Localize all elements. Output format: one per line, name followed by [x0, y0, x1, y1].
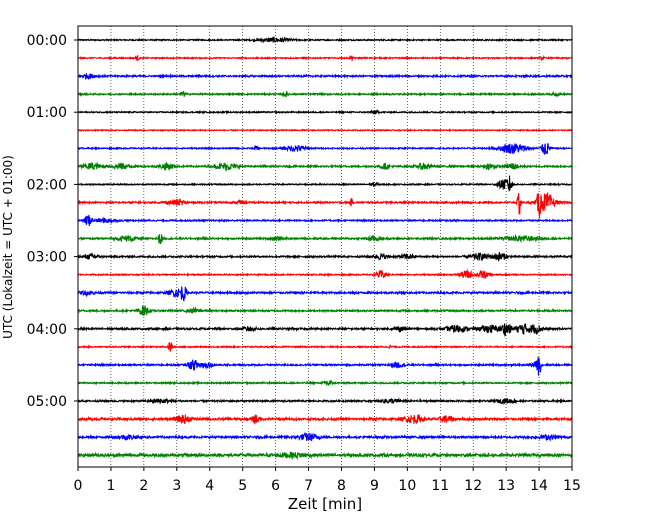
seismic-trace [77, 379, 573, 387]
seismic-trace [77, 108, 573, 115]
seismic-trace [77, 143, 573, 155]
x-tick-label: 10 [398, 478, 416, 494]
y-axis: 00:00 01:00 02:00 03:00 04:00 05:00 [27, 33, 78, 410]
seismic-trace [77, 268, 573, 279]
x-tick-label: 6 [271, 478, 280, 494]
seismic-trace [77, 397, 573, 405]
seismic-trace [77, 35, 573, 44]
seismic-trace [77, 323, 573, 337]
x-tick-label: 8 [337, 478, 346, 494]
y-tick-label: 03:00 [27, 250, 67, 266]
x-tick-label: 1 [106, 478, 115, 494]
seismic-trace [77, 252, 573, 262]
x-tick-label: 7 [304, 478, 313, 494]
plot-frame [77, 25, 573, 468]
x-tick-label: 2 [139, 478, 148, 494]
seismic-trace [77, 305, 573, 317]
seismic-trace [77, 356, 573, 376]
x-axis: 0 1 2 3 4 5 6 7 8 9 10 11 12 13 14 15 [74, 467, 581, 494]
seismic-trace [77, 90, 573, 98]
seismic-trace [77, 128, 573, 133]
seismic-trace [77, 191, 573, 219]
seismic-trace [77, 214, 573, 227]
seismic-trace [77, 451, 573, 461]
x-axis-label: Zeit [min] [288, 495, 362, 513]
seismic-trace [77, 175, 573, 192]
x-tick-label: 4 [205, 478, 214, 494]
x-tick-label: 15 [563, 478, 581, 494]
seismic-trace [77, 161, 573, 172]
x-tick-label: 11 [431, 478, 449, 494]
y-tick-label: 04:00 [27, 322, 67, 338]
x-tick-label: 12 [464, 478, 482, 494]
y-tick-label: 05:00 [27, 394, 67, 410]
x-tick-label: 14 [530, 478, 548, 494]
seismic-trace [77, 73, 573, 81]
seismic-trace [77, 286, 573, 302]
y-tick-label: 02:00 [27, 177, 67, 193]
y-tick-label: 00:00 [27, 33, 67, 49]
x-tick-label: 0 [74, 478, 83, 494]
trace-group [77, 35, 573, 461]
seismic-trace [77, 233, 573, 245]
x-tick-label: 5 [238, 478, 247, 494]
x-tick-label: 9 [370, 478, 379, 494]
seismic-trace [77, 413, 573, 425]
seismic-trace [77, 341, 573, 352]
x-tick-label: 13 [497, 478, 515, 494]
y-axis-label: UTC (Lokalzeit = UTC + 01:00) [1, 155, 15, 339]
y-tick-label: 01:00 [27, 105, 67, 121]
seismic-trace [77, 431, 573, 442]
x-tick-label: 3 [172, 478, 181, 494]
seismic-trace [77, 54, 573, 63]
